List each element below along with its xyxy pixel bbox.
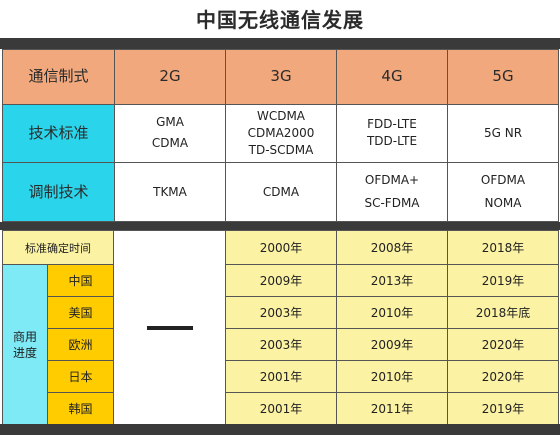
cell-line: CDMA2000	[247, 125, 315, 140]
country-label: 日本	[47, 360, 114, 393]
country-row: 韩国 2001年 2011年 2019年	[3, 392, 559, 425]
country-row: 商用 进度 中国 2009年 2013年 2019年	[2, 264, 559, 425]
year-cell: 2010年	[336, 360, 448, 393]
group-label-line: 进度	[12, 345, 37, 360]
cell-line: TKMA	[153, 184, 187, 199]
cell-line: TD-SCDMA	[248, 142, 314, 157]
year-cell: 2009年	[336, 328, 448, 361]
table-cell: GMA CDMA	[114, 103, 226, 164]
year-cell: 2003年	[225, 296, 337, 329]
timeline-table: 标准确定时间 2000年 2008年 2018年 商用 进度 中国 2009年 …	[2, 230, 559, 425]
standard-time-label: 标准确定时间	[2, 230, 114, 265]
country-label: 美国	[47, 296, 114, 329]
tech-standard-row: 技术标准 GMA CDMA WCDMA CDMA2000 TD-SCDMA FD…	[2, 103, 559, 164]
year-cell: 2018年	[447, 230, 559, 265]
table-cell: FDD-LTE TDD-LTE	[336, 103, 448, 164]
standards-table: 通信制式 2G 3G 4G 5G 技术标准 GMA CDMA WCDMA CDM…	[2, 49, 559, 222]
cell-line: SC-FDMA	[364, 196, 420, 211]
header-generation: 3G	[225, 49, 337, 105]
year-cell: 2003年	[225, 328, 337, 361]
group-label-line: 商用	[12, 329, 37, 344]
cell-line: GMA	[156, 115, 184, 130]
cell-line: WCDMA	[256, 108, 306, 123]
year-cell: 2019年	[447, 264, 559, 297]
table-cell: 5G NR	[447, 103, 559, 164]
row-label: 调制技术	[2, 162, 115, 222]
country-label: 中国	[47, 264, 114, 297]
cell-line: NOMA	[484, 196, 522, 211]
modulation-row: 调制技术 TKMA CDMA OFDMA+ SC-FDMA OFDMA NOMA	[2, 162, 559, 222]
country-label: 韩国	[47, 392, 114, 425]
two-g-placeholder	[113, 230, 226, 425]
year-cell: 2020年	[447, 328, 559, 361]
cell-line: OFDMA+	[364, 173, 420, 188]
table-cell: TKMA	[114, 162, 226, 222]
table-cell: OFDMA NOMA	[447, 162, 559, 222]
bottom-divider-bar	[0, 424, 560, 435]
country-row: 欧洲 2003年 2009年 2020年	[3, 328, 559, 361]
table-cell: OFDMA+ SC-FDMA	[336, 162, 448, 222]
header-generation: 4G	[336, 49, 448, 105]
year-cell: 2018年底	[447, 296, 559, 329]
country-row: 日本 2001年 2010年 2020年	[3, 360, 559, 393]
cell-line: CDMA	[151, 136, 189, 151]
cell-line: OFDMA	[480, 173, 526, 188]
year-cell: 2000年	[225, 230, 337, 265]
header-corner-label: 通信制式	[2, 49, 115, 105]
top-divider-bar	[0, 38, 560, 49]
year-cell: 2001年	[225, 392, 337, 425]
year-cell: 2011年	[336, 392, 448, 425]
header-generation: 2G	[114, 49, 226, 105]
country-row: 美国 2003年 2010年 2018年底	[3, 296, 559, 329]
row-label: 技术标准	[2, 103, 115, 164]
header-generation: 5G	[447, 49, 559, 105]
cell-line: FDD-LTE	[367, 117, 417, 132]
year-cell: 2001年	[225, 360, 337, 393]
dash-icon	[146, 326, 193, 330]
year-cell: 2009年	[225, 264, 337, 297]
country-label: 欧洲	[47, 328, 114, 361]
generation-header-row: 通信制式 2G 3G 4G 5G	[2, 49, 559, 105]
year-cell: 2010年	[336, 296, 448, 329]
cell-line: 5G NR	[483, 125, 523, 140]
year-cell: 2019年	[447, 392, 559, 425]
year-cell: 2008年	[336, 230, 448, 265]
page-title: 中国无线通信发展	[196, 7, 364, 32]
commercial-progress-label: 商用 进度	[2, 264, 48, 425]
year-cell: 2020年	[447, 360, 559, 393]
table-cell: WCDMA CDMA2000 TD-SCDMA	[225, 103, 337, 164]
table-cell: CDMA	[225, 162, 337, 222]
cell-line: TDD-LTE	[366, 134, 418, 149]
standard-time-row: 标准确定时间 2000年 2008年 2018年	[2, 230, 559, 425]
year-cell: 2013年	[336, 264, 448, 297]
middle-divider-bar	[0, 222, 560, 230]
cell-line: CDMA	[262, 184, 300, 199]
